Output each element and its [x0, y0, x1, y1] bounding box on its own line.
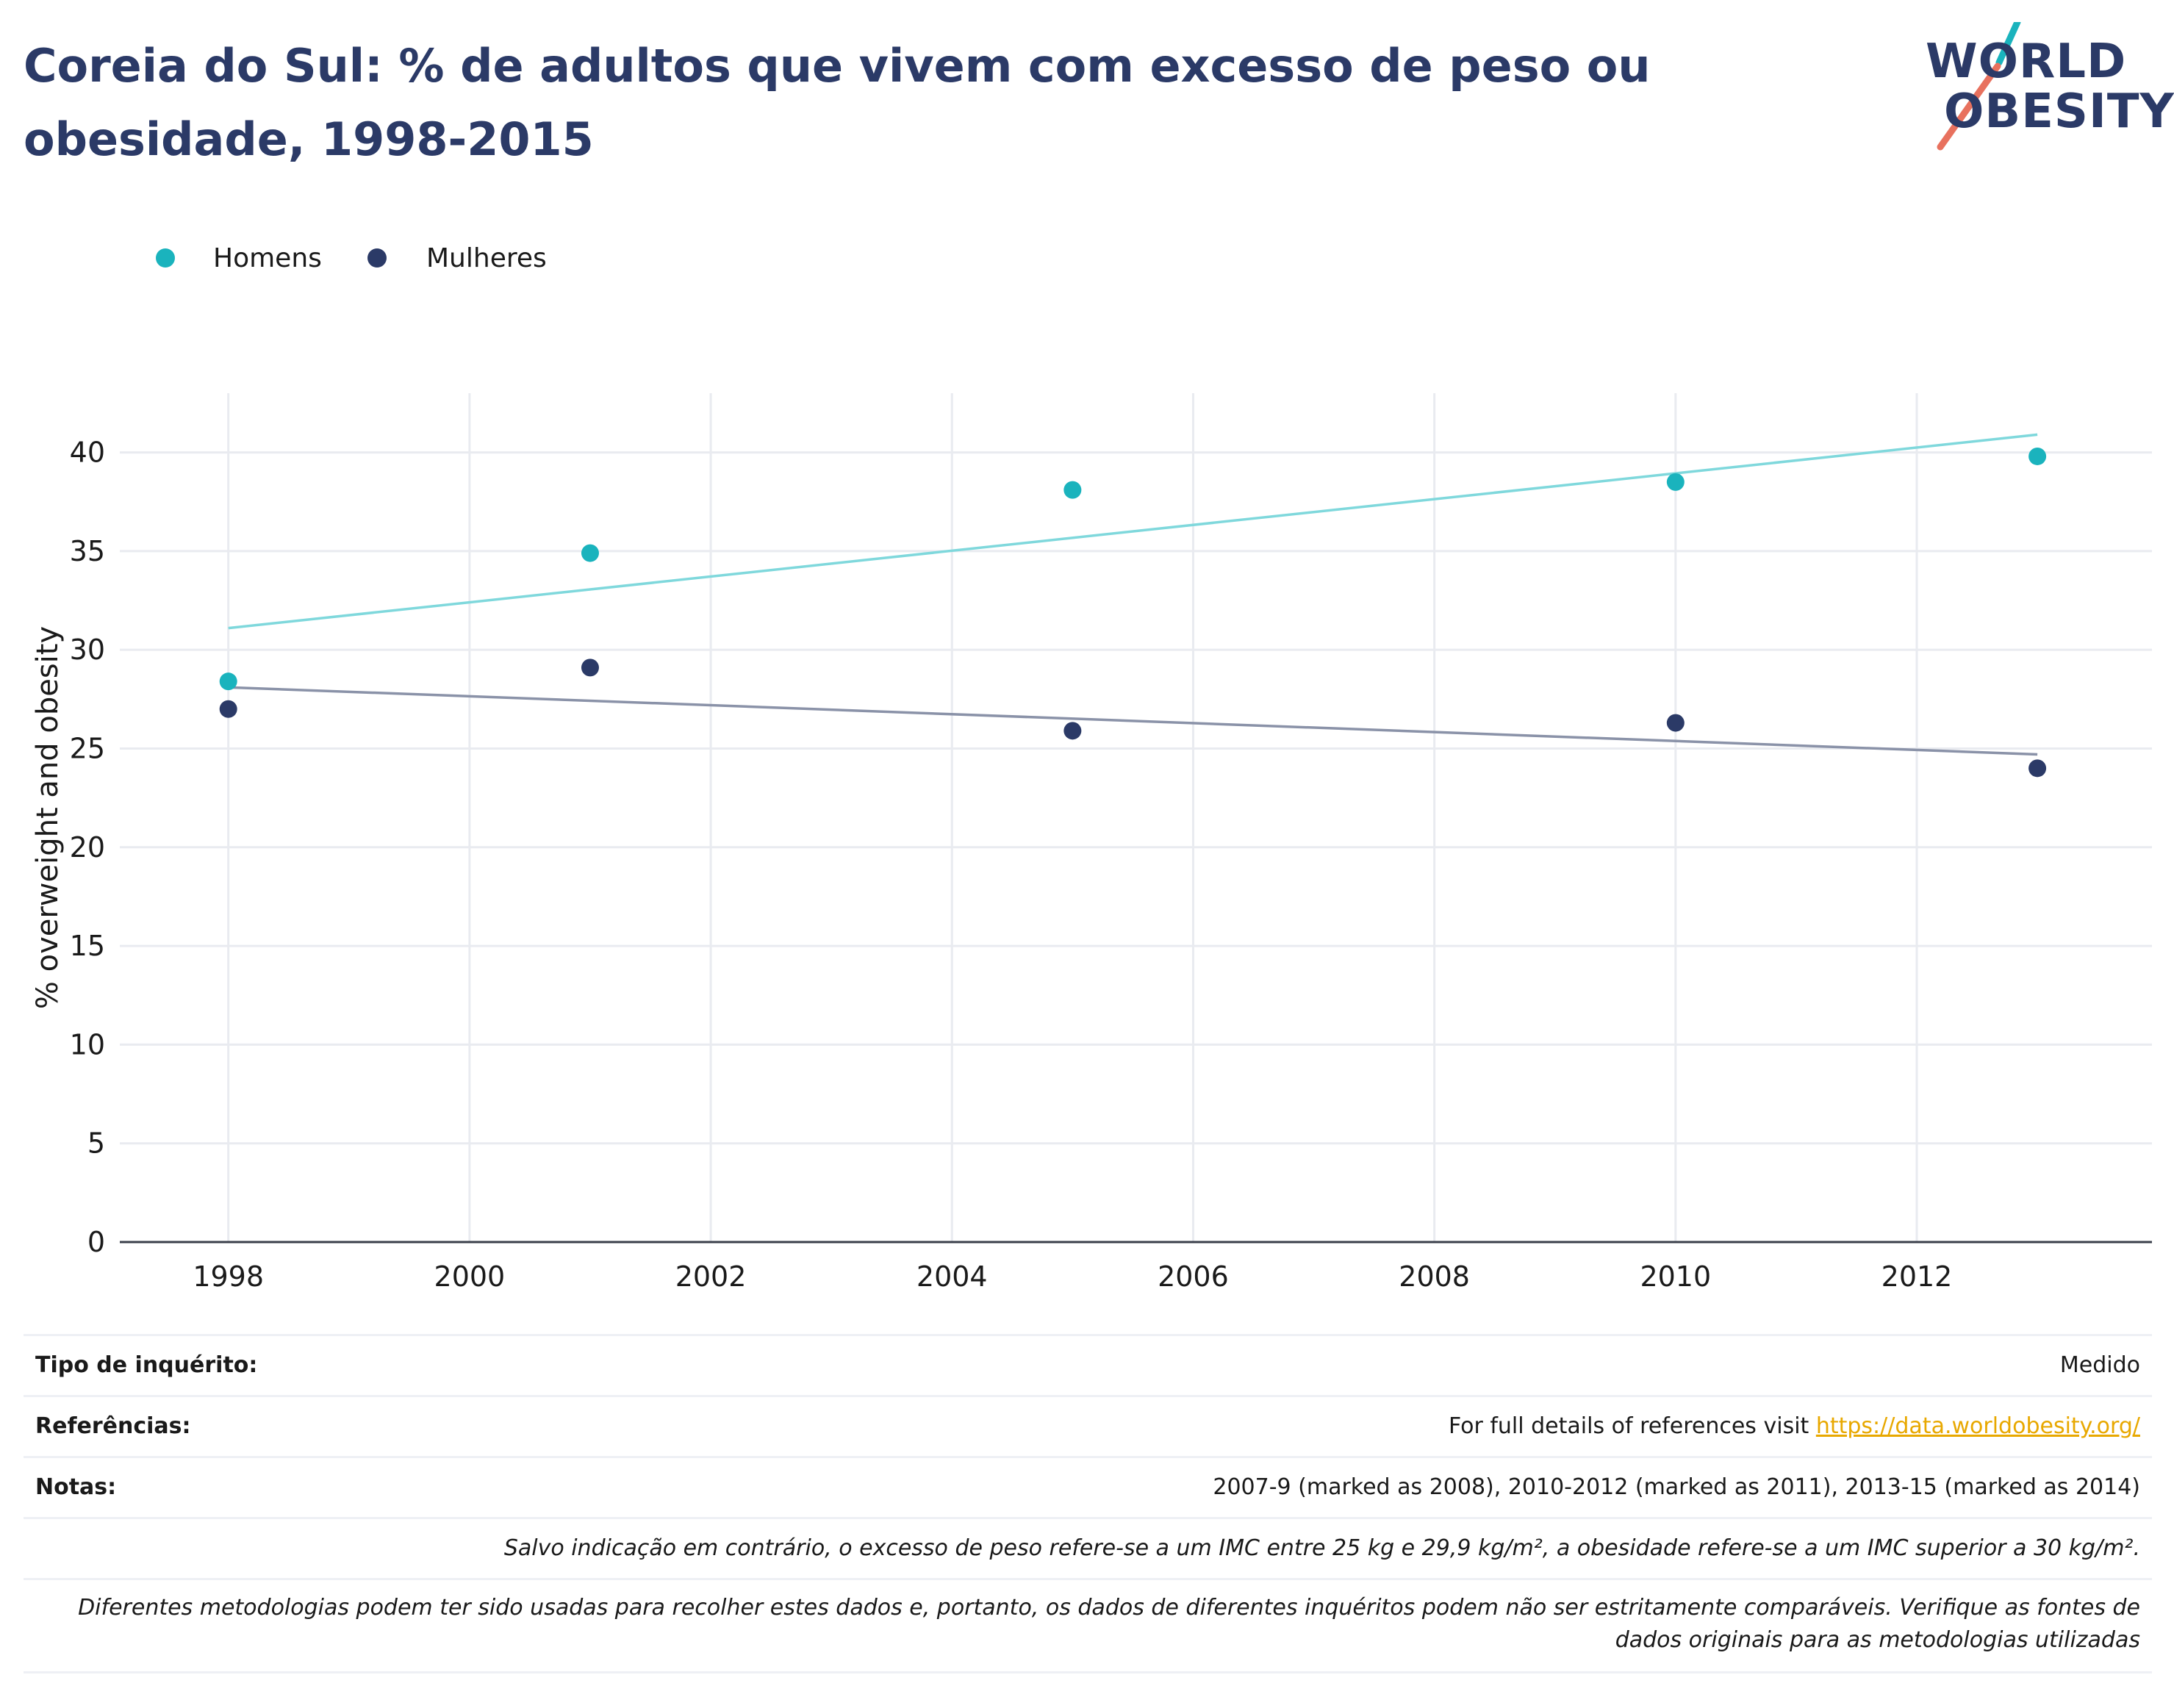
logo-slash-icon	[1937, 22, 2021, 151]
methodology-note: Diferentes metodologias podem ter sido u…	[78, 1595, 2140, 1653]
data-point-homens	[1666, 473, 1685, 491]
info-row-survey: Tipo de inquérito: Medido	[24, 1334, 2152, 1395]
legend-marker-mulheres	[367, 248, 387, 268]
scatter-chart: 1998 2000 2002 2004 2006 2008 2010 2012 0 5 10 15 20…	[31, 393, 2152, 1293]
notes-value: 2007-9 (marked as 2008), 2010-2012 (mark…	[1213, 1474, 2140, 1500]
trend-line-mulheres	[228, 686, 2038, 756]
trend-line-homens	[228, 433, 2038, 630]
info-table: Tipo de inquérito: Medido Referências: F…	[24, 1334, 2152, 1673]
y-tick-label: 5	[87, 1127, 105, 1160]
info-row-methodology-note: Diferentes metodologias podem ter sido u…	[24, 1578, 2152, 1671]
survey-type-key: Tipo de inquérito:	[35, 1352, 258, 1378]
references-text: For full details of references visit	[1448, 1413, 1816, 1439]
info-row-references: Referências: For full details of referen…	[24, 1395, 2152, 1456]
x-tick-label: 2010	[1640, 1260, 1711, 1293]
references-value: For full details of references visit htt…	[1449, 1413, 2140, 1439]
x-tick-label: 2012	[1881, 1260, 1953, 1293]
x-tick-label: 2006	[1158, 1260, 1229, 1293]
data-point-mulheres	[1063, 722, 1082, 740]
x-tick-label: 2004	[916, 1260, 988, 1293]
y-tick-label: 20	[70, 831, 105, 864]
data-point-homens	[581, 544, 599, 562]
info-row-notes: Notas: 2007-9 (marked as 2008), 2010-201…	[24, 1456, 2152, 1517]
data-point-mulheres	[1666, 714, 1685, 732]
logo-word-obesity: OBESITY	[1944, 85, 2174, 139]
data-point-mulheres	[581, 659, 599, 677]
bmi-definition-note: Salvo indicação em contrário, o excesso …	[503, 1535, 2140, 1561]
legend-marker-homens	[156, 248, 175, 268]
y-axis-label: % overweight and obesity	[31, 626, 65, 1009]
y-tick-label: 15	[70, 930, 105, 962]
y-tick-label: 35	[70, 535, 105, 567]
legend-label-homens: Homens	[213, 243, 322, 273]
chart-title: Coreia do Sul: % de adultos que vivem co…	[24, 39, 1651, 166]
x-tick-label: 1998	[193, 1260, 264, 1293]
world-obesity-logo: WORLD OBESITY	[1911, 22, 2174, 154]
data-point-homens	[2028, 447, 2047, 465]
y-tick-label: 10	[70, 1028, 105, 1061]
logo-word-world: WORLD	[1926, 35, 2127, 89]
data-point-homens	[1063, 481, 1082, 499]
info-table-bottom-rule	[24, 1671, 2152, 1673]
references-link[interactable]: https://data.worldobesity.org/	[1815, 1413, 2140, 1439]
data-point-homens	[219, 672, 237, 691]
x-tick-label: 2002	[675, 1260, 747, 1293]
data-point-mulheres	[219, 700, 237, 718]
y-tick-label: 0	[87, 1226, 105, 1258]
y-tick-label: 30	[70, 634, 105, 666]
y-tick-label: 40	[70, 437, 105, 469]
info-row-bmi-note: Salvo indicação em contrário, o excesso …	[24, 1517, 2152, 1578]
y-tick-label: 25	[70, 732, 105, 764]
x-tick-label: 2008	[1399, 1260, 1470, 1293]
x-tick-label: 2000	[434, 1260, 506, 1293]
data-point-mulheres	[2028, 759, 2047, 778]
references-key: Referências:	[35, 1413, 191, 1439]
survey-type-value: Medido	[2059, 1352, 2140, 1378]
legend-label-mulheres: Mulheres	[426, 243, 547, 273]
notes-key: Notas:	[35, 1474, 117, 1500]
